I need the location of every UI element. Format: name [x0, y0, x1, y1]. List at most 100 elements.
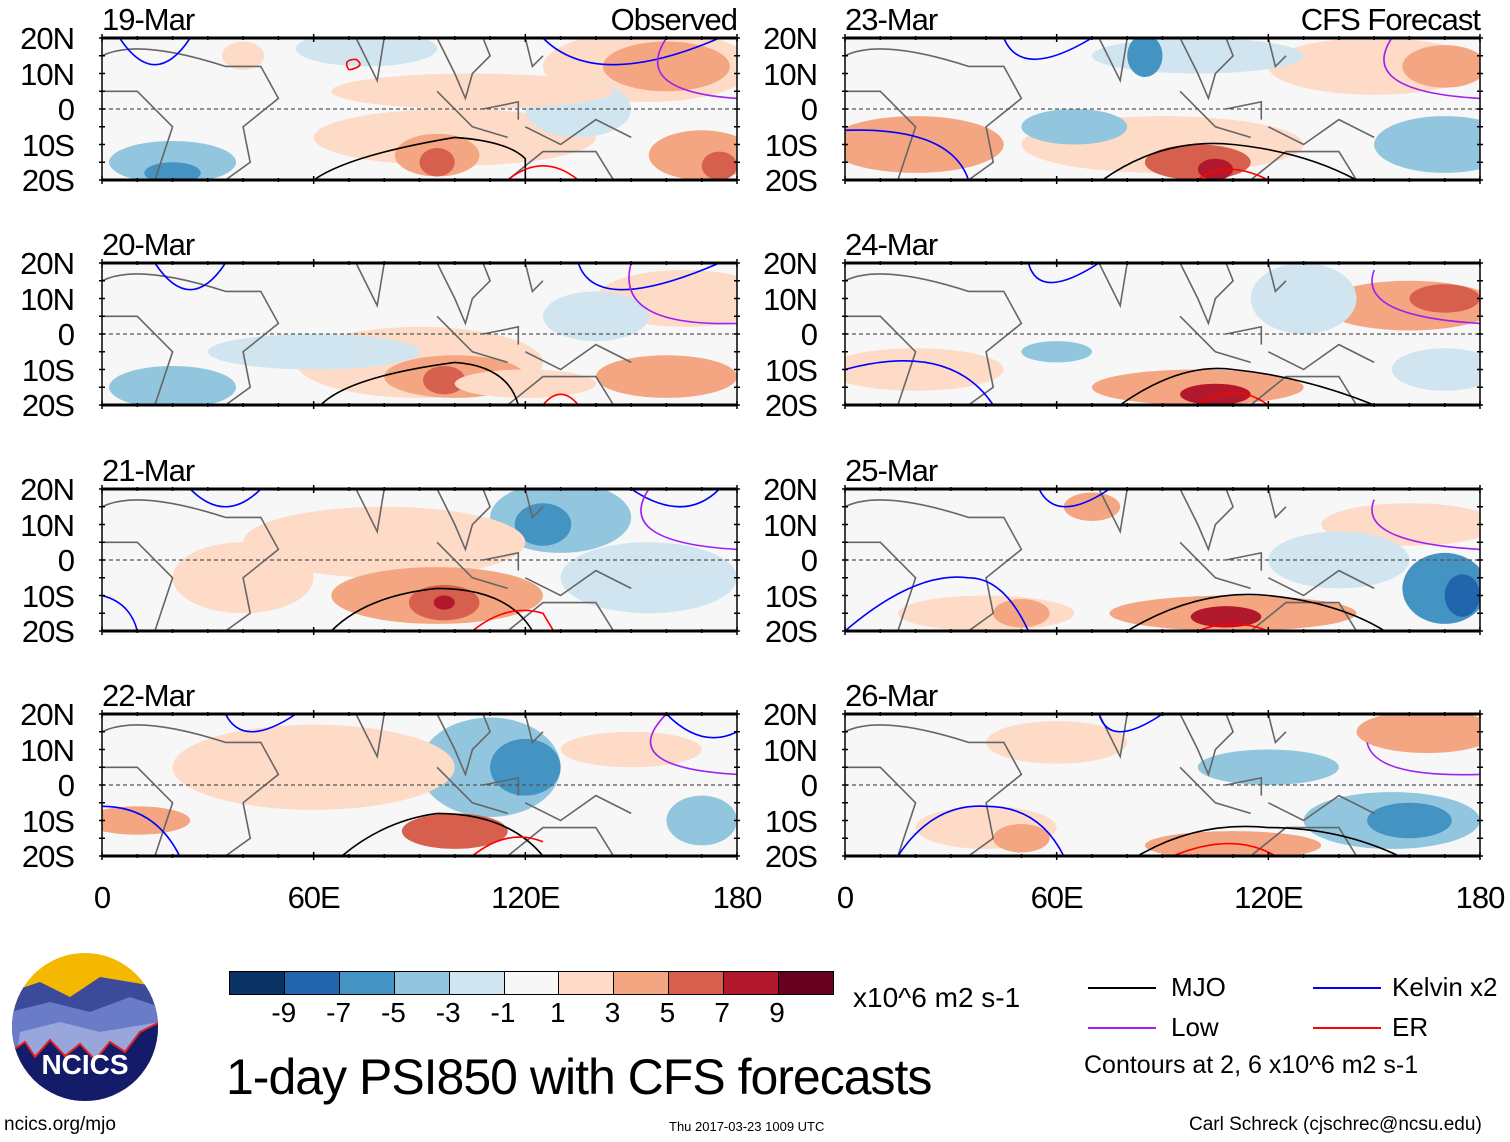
panel-source-label: Observed — [610, 2, 738, 37]
lat-tick-label: 20N — [20, 697, 75, 732]
wave-contour — [630, 489, 720, 508]
wave-contour — [1371, 499, 1480, 551]
wave-contour — [154, 263, 227, 291]
coastline — [482, 776, 520, 796]
anomaly-region — [490, 738, 561, 796]
anomaly-region — [542, 291, 649, 342]
wave-contour — [649, 714, 737, 776]
colorbar-box — [503, 972, 559, 994]
anomaly-region — [1180, 383, 1251, 405]
coastline — [1225, 776, 1263, 796]
lat-tick-label: 20S — [21, 388, 75, 423]
panel-date: 24-Mar — [845, 227, 938, 262]
anomaly-region — [1063, 492, 1121, 521]
lat-tick-label: 0 — [800, 768, 818, 803]
coastline — [436, 541, 508, 590]
footer-url[interactable]: ncics.org/mjo — [4, 1114, 116, 1135]
wave-contour — [320, 361, 520, 405]
coastline — [1098, 263, 1128, 309]
coastline — [1267, 489, 1287, 519]
coastline — [482, 100, 520, 120]
map-panel — [99, 710, 740, 860]
lat-tick-label: 10S — [764, 127, 818, 163]
colorbar-box — [778, 972, 833, 994]
wave-contour — [189, 489, 262, 508]
anomaly-region — [401, 813, 508, 849]
lat-tick-label: 20S — [764, 388, 818, 423]
coastline — [1179, 263, 1235, 326]
panel-date: 19-Mar — [102, 2, 195, 37]
lat-tick-label: 10N — [20, 56, 75, 92]
lat-tick-label: 20S — [21, 614, 75, 649]
map-panel — [99, 34, 740, 184]
wave-contour — [471, 609, 555, 631]
panel-date: 20-Mar — [102, 227, 195, 262]
lat-tick-label: 20S — [764, 839, 818, 874]
colorbar-box — [230, 972, 284, 994]
lat-tick-label: 0 — [57, 92, 75, 127]
coastline — [524, 714, 544, 744]
coastline — [524, 38, 544, 68]
wave-contour — [1003, 38, 1093, 60]
legend-label-er: ER — [1392, 1012, 1429, 1042]
coastline — [524, 489, 544, 519]
lat-tick-label: 10N — [763, 56, 818, 92]
wave-contour — [1119, 367, 1375, 405]
lat-tick-label: 0 — [800, 92, 818, 127]
wave-contour — [1126, 593, 1386, 631]
wave-contour — [102, 805, 181, 856]
lon-tick-label: 120E — [491, 880, 560, 915]
coastline — [1267, 343, 1375, 371]
wave-contour — [345, 58, 361, 71]
coastline — [524, 794, 632, 822]
anomaly-region — [331, 73, 614, 109]
colorbar-units: x10^6 m2 s-1 — [853, 982, 1021, 1013]
coastline — [1179, 38, 1235, 101]
lat-tick-label: 20S — [21, 163, 75, 198]
wave-contour — [1172, 842, 1276, 856]
colorbar-box — [283, 972, 339, 994]
map-panel — [842, 34, 1483, 184]
lon-tick-label: 60E — [1030, 880, 1084, 915]
coastline — [1179, 541, 1251, 590]
legend-label-mjo: MJO — [1171, 972, 1226, 1002]
legend-label-kelvin: Kelvin x2 — [1392, 972, 1498, 1002]
legend-line-mjo — [1088, 987, 1156, 989]
coastline — [1225, 325, 1263, 345]
wave-contour — [507, 165, 579, 180]
wave-contour — [1371, 269, 1480, 325]
wave-contour — [577, 263, 720, 291]
coastline — [845, 273, 1023, 405]
coastline — [1250, 826, 1358, 856]
colorbar-box — [723, 972, 779, 994]
coastline — [1179, 90, 1251, 139]
coastline — [1267, 118, 1375, 146]
anomaly-region — [296, 38, 438, 67]
wave-contour — [118, 38, 191, 66]
lat-tick-label: 20N — [763, 472, 818, 507]
coastline — [524, 263, 544, 293]
colorbar-tick: -1 — [490, 997, 516, 1028]
coastline — [507, 826, 615, 856]
footer-author: Carl Schreck (cjschrec@ncsu.edu) — [1189, 1114, 1482, 1135]
lon-tick-label: 180 — [712, 880, 763, 915]
anomaly-region — [845, 348, 1004, 391]
colorbar — [229, 971, 834, 995]
map-panel — [99, 485, 740, 635]
coastline — [1179, 766, 1251, 815]
lat-tick-label: 20N — [20, 246, 75, 281]
coastline — [436, 38, 492, 101]
colorbar-tick: 9 — [769, 997, 785, 1028]
coastline — [1267, 714, 1287, 744]
anomaly-region — [172, 724, 455, 810]
wave-contour — [542, 38, 720, 66]
panel-source-label: CFS Forecast — [1300, 2, 1481, 37]
colorbar-tick: 7 — [714, 997, 730, 1028]
wave-contour — [1027, 263, 1100, 284]
lat-tick-label: 10N — [763, 732, 818, 768]
coastline — [1098, 489, 1128, 535]
lat-tick-label: 10S — [764, 352, 818, 388]
colorbar-tick: -3 — [435, 997, 461, 1028]
coastline — [1267, 569, 1375, 597]
legend-line-er — [1313, 1027, 1381, 1029]
